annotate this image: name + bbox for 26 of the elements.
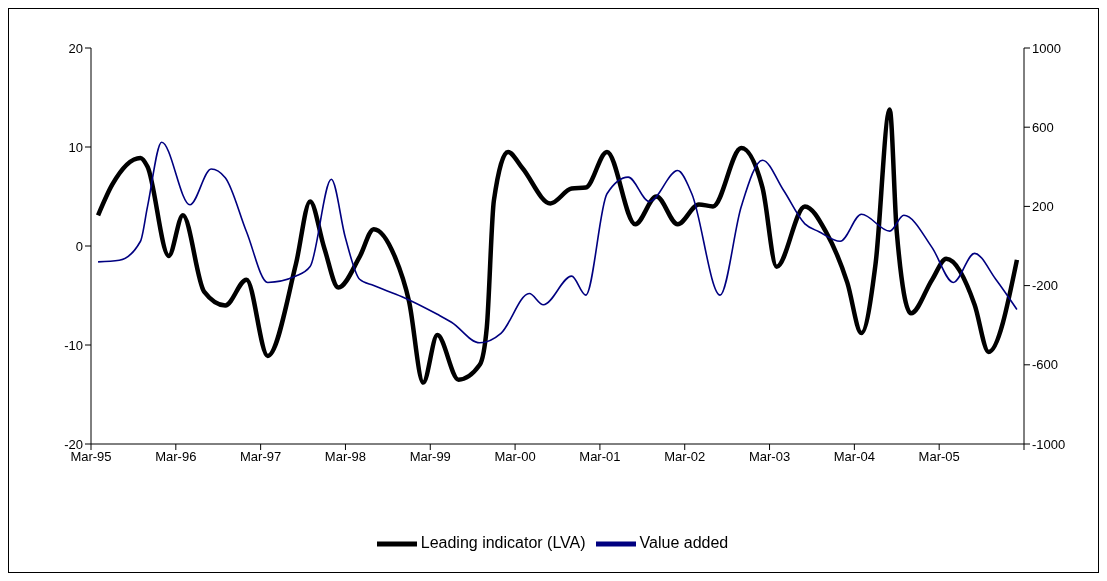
x-tick-label: Mar-97 <box>240 449 282 465</box>
x-tick-label: Mar-05 <box>918 449 960 465</box>
line-series <box>95 107 1020 385</box>
y2-tick-label: -1000 <box>1032 436 1066 452</box>
x-tick-label: Mar-95 <box>70 449 112 465</box>
y-tick-label: 20 <box>68 40 83 56</box>
y-tick-label: 0 <box>75 238 83 254</box>
x-tick-label: Mar-03 <box>748 449 791 465</box>
legend-label: Leading indicator (LVA) <box>420 534 586 552</box>
y-tick-label: -10 <box>64 337 83 353</box>
x-tick-label: Mar-96 <box>155 449 197 465</box>
line-series <box>97 141 1018 344</box>
y2-tick-label: 200 <box>1032 199 1054 215</box>
x-tick-label: Mar-00 <box>494 449 536 465</box>
x-tick-label: Mar-98 <box>324 449 367 465</box>
x-tick-label: Mar-01 <box>579 449 621 465</box>
x-tick-label: Mar-02 <box>664 449 706 465</box>
y2-tick-label: 1000 <box>1032 40 1061 56</box>
x-tick-label: Mar-99 <box>409 449 451 465</box>
y2-tick-label: 600 <box>1032 119 1054 135</box>
y-tick-label: -20 <box>64 436 83 452</box>
y2-tick-label: -600 <box>1032 357 1059 373</box>
x-tick-label: Mar-04 <box>833 449 875 465</box>
legend-label: Value added <box>639 534 729 552</box>
y-tick-label: 10 <box>68 139 83 155</box>
y2-tick-label: -200 <box>1032 278 1059 294</box>
